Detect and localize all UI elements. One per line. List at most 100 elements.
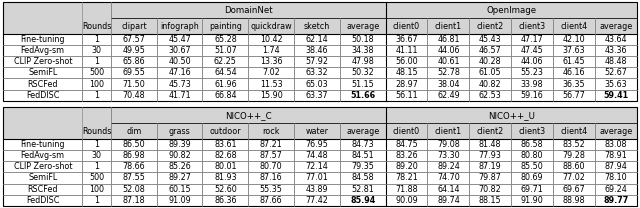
Bar xyxy=(428,195,469,206)
Text: 86.98: 86.98 xyxy=(122,151,145,160)
Text: 78.10: 78.10 xyxy=(605,173,627,182)
Text: 79.35: 79.35 xyxy=(351,162,374,171)
Bar xyxy=(428,123,469,139)
Bar xyxy=(83,34,111,45)
Bar xyxy=(469,67,511,78)
Text: 1.74: 1.74 xyxy=(262,46,280,55)
Bar xyxy=(553,150,595,161)
Bar xyxy=(469,172,511,183)
Bar xyxy=(469,195,511,206)
Text: 55.23: 55.23 xyxy=(521,68,543,77)
Bar xyxy=(157,45,202,56)
Text: 13.36: 13.36 xyxy=(260,57,282,66)
Bar xyxy=(553,183,595,195)
Text: average: average xyxy=(599,22,632,31)
Bar xyxy=(202,195,248,206)
Text: 85.94: 85.94 xyxy=(350,196,375,205)
Text: 71.50: 71.50 xyxy=(122,80,145,89)
Text: 500: 500 xyxy=(89,68,104,77)
Bar xyxy=(294,195,340,206)
Bar xyxy=(202,123,248,139)
Bar xyxy=(157,78,202,90)
Text: 50.32: 50.32 xyxy=(351,68,374,77)
Text: 72.14: 72.14 xyxy=(305,162,328,171)
Text: 78.91: 78.91 xyxy=(605,151,627,160)
Bar xyxy=(553,45,595,56)
Bar xyxy=(428,78,469,90)
Bar xyxy=(157,123,202,139)
Text: client3: client3 xyxy=(518,22,546,31)
Bar xyxy=(595,161,637,172)
Text: 44.06: 44.06 xyxy=(521,57,543,66)
Bar xyxy=(469,18,511,34)
Text: 500: 500 xyxy=(89,173,104,182)
Bar xyxy=(595,195,637,206)
Bar xyxy=(340,18,385,34)
Text: 91.90: 91.90 xyxy=(521,196,543,205)
Text: sketch: sketch xyxy=(304,22,330,31)
Bar xyxy=(202,183,248,195)
Text: 71.88: 71.88 xyxy=(395,185,418,194)
Text: 69.67: 69.67 xyxy=(563,185,586,194)
Text: 77.93: 77.93 xyxy=(479,151,502,160)
Bar xyxy=(595,45,637,56)
Bar xyxy=(511,150,553,161)
Bar xyxy=(385,161,428,172)
Bar xyxy=(340,34,385,45)
Text: 45.73: 45.73 xyxy=(168,80,191,89)
Bar xyxy=(511,56,553,67)
Text: 85.50: 85.50 xyxy=(521,162,543,171)
Bar xyxy=(511,139,553,150)
Text: painting: painting xyxy=(209,22,242,31)
Text: FedDISC: FedDISC xyxy=(26,91,60,100)
Text: 70.48: 70.48 xyxy=(122,91,145,100)
Text: 42.10: 42.10 xyxy=(563,35,586,44)
Text: 1: 1 xyxy=(94,35,99,44)
Bar xyxy=(553,90,595,101)
Bar xyxy=(511,90,553,101)
Text: 62.25: 62.25 xyxy=(214,57,237,66)
Text: 89.20: 89.20 xyxy=(395,162,418,171)
Text: 80.80: 80.80 xyxy=(521,151,543,160)
Text: 66.84: 66.84 xyxy=(214,91,237,100)
Bar xyxy=(385,67,428,78)
Bar xyxy=(294,18,340,34)
Text: 89.74: 89.74 xyxy=(437,196,460,205)
Text: SemiFL: SemiFL xyxy=(28,173,58,182)
Bar xyxy=(553,67,595,78)
Bar xyxy=(294,183,340,195)
Bar xyxy=(340,78,385,90)
Bar xyxy=(385,172,428,183)
Text: 33.98: 33.98 xyxy=(521,80,543,89)
Bar xyxy=(83,172,111,183)
Bar xyxy=(340,56,385,67)
Bar xyxy=(157,56,202,67)
Bar xyxy=(248,150,294,161)
Text: 64.54: 64.54 xyxy=(214,68,237,77)
Text: 10.42: 10.42 xyxy=(260,35,282,44)
Bar xyxy=(202,67,248,78)
Bar xyxy=(294,34,340,45)
Text: NICO++_C: NICO++_C xyxy=(225,111,271,120)
Bar xyxy=(83,78,111,90)
Bar xyxy=(553,195,595,206)
Text: grass: grass xyxy=(169,127,191,136)
Text: client0: client0 xyxy=(393,127,420,136)
Bar xyxy=(553,172,595,183)
Text: 43.36: 43.36 xyxy=(605,46,627,55)
Bar xyxy=(294,67,340,78)
Text: 70.82: 70.82 xyxy=(479,185,502,194)
Text: OpenImage: OpenImage xyxy=(486,6,536,15)
Text: 64.14: 64.14 xyxy=(437,185,460,194)
Text: 100: 100 xyxy=(89,185,104,194)
Text: 77.02: 77.02 xyxy=(563,173,586,182)
Text: 51.07: 51.07 xyxy=(214,46,237,55)
Text: 57.92: 57.92 xyxy=(305,57,328,66)
Text: 89.77: 89.77 xyxy=(604,196,628,205)
Bar xyxy=(111,90,157,101)
Text: 83.61: 83.61 xyxy=(214,140,237,149)
Text: 43.64: 43.64 xyxy=(605,35,627,44)
Text: NICO++_U: NICO++_U xyxy=(488,111,534,120)
Bar xyxy=(385,90,428,101)
Text: rock: rock xyxy=(262,127,280,136)
